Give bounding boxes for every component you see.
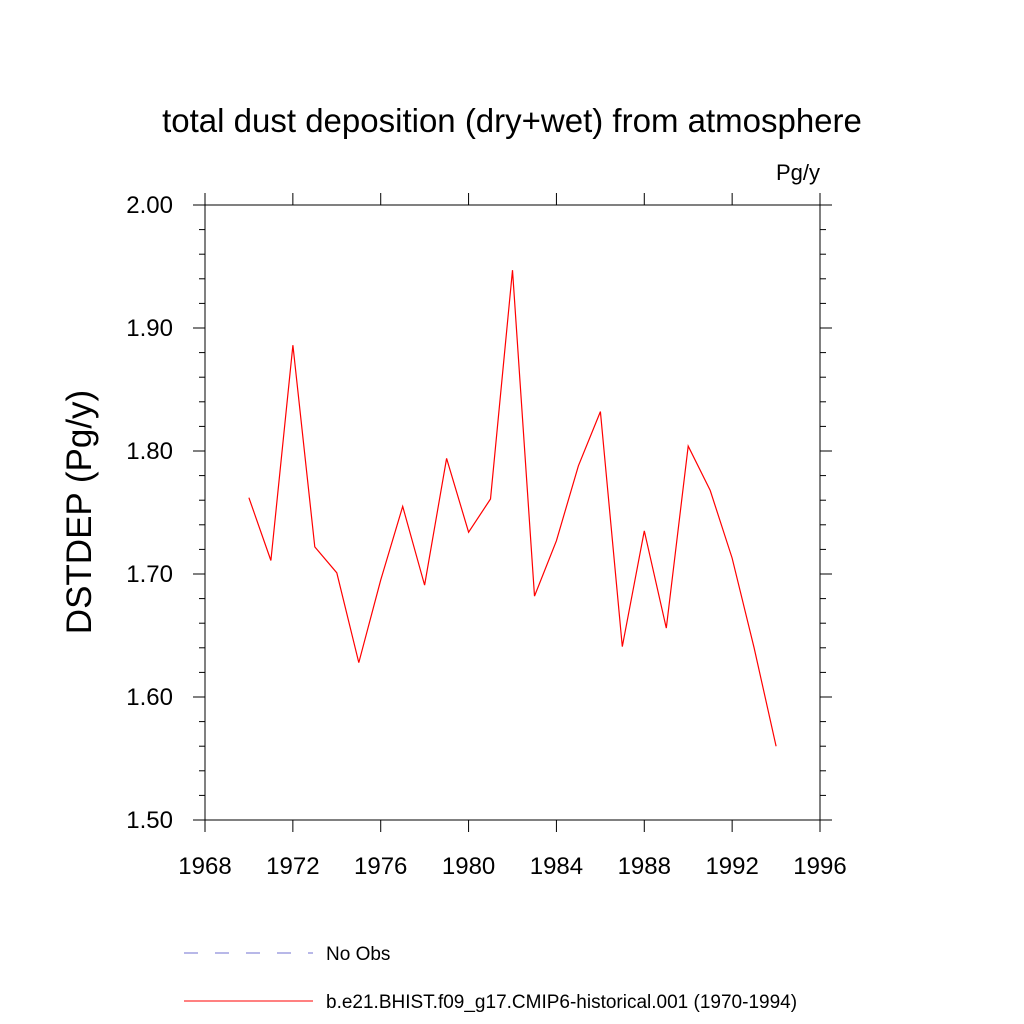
units-label: Pg/y xyxy=(776,160,820,185)
x-tick-label: 1992 xyxy=(705,853,758,880)
chart-title: total dust deposition (dry+wet) from atm… xyxy=(162,102,862,139)
legend-label: No Obs xyxy=(326,944,390,965)
y-tick-label: 1.90 xyxy=(126,315,173,342)
x-axis-ticks: 1968 1972 1976 1980 1984 1988 1992 1996 xyxy=(178,193,847,880)
plot-frame xyxy=(204,204,821,821)
y-tick-label: 2.00 xyxy=(126,192,173,219)
series-layer xyxy=(248,270,777,747)
x-tick-label: 1968 xyxy=(178,853,231,880)
legend: No Obs b.e21.BHIST.f09_g17.CMIP6-historic… xyxy=(184,944,797,1013)
series-line xyxy=(248,270,777,747)
x-tick-label: 1976 xyxy=(354,853,407,880)
x-tick-label: 1996 xyxy=(793,853,846,880)
y-tick-label: 1.70 xyxy=(126,561,173,588)
x-tick-label: 1984 xyxy=(530,853,583,880)
x-tick-label: 1988 xyxy=(618,853,671,880)
y-tick-label: 1.50 xyxy=(126,807,173,834)
legend-label: b.e21.BHIST.f09_g17.CMIP6-historical.001… xyxy=(326,992,797,1013)
y-tick-label: 1.60 xyxy=(126,684,173,711)
x-tick-label: 1972 xyxy=(266,853,319,880)
y-tick-label: 1.80 xyxy=(126,438,173,465)
y-axis-ticks: 1.50 1.60 1.70 1.80 1.90 2.00 xyxy=(126,192,832,834)
x-tick-label: 1980 xyxy=(442,853,495,880)
y-axis-label: DSTDEP (Pg/y) xyxy=(60,390,99,634)
